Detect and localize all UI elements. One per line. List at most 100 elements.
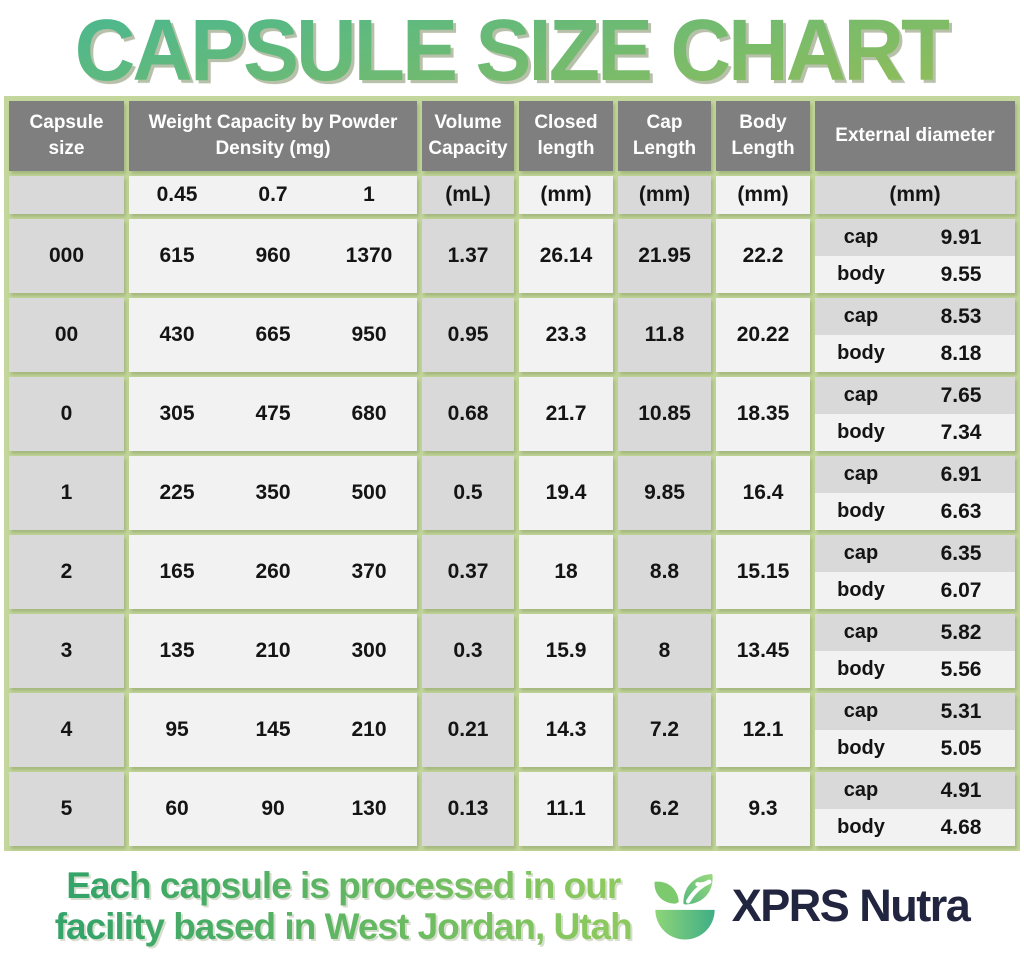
weight-1-value: 950 bbox=[351, 323, 387, 346]
closed-length-value: 18 bbox=[519, 535, 613, 609]
closed-length-value: 21.7 bbox=[519, 377, 613, 451]
capsule-size-value: 4 bbox=[9, 693, 124, 767]
external-cap-value: 4.91 bbox=[940, 778, 982, 802]
table-row: 00 430 665 950 0.95 23.3 11.8 20.22 cap … bbox=[9, 298, 1015, 372]
external-cap-value: 5.82 bbox=[940, 620, 982, 644]
external-cap-label: cap bbox=[843, 384, 879, 406]
weight-045-value: 305 bbox=[159, 402, 195, 425]
capsule-size-value: 2 bbox=[9, 535, 124, 609]
external-cap-row: cap 9.91 bbox=[815, 219, 1015, 256]
external-body-row: body 5.05 bbox=[815, 730, 1015, 767]
external-body-value: 5.56 bbox=[940, 657, 982, 681]
external-body-value: 6.07 bbox=[940, 578, 982, 602]
table-row: 0 305 475 680 0.68 21.7 10.85 18.35 cap … bbox=[9, 377, 1015, 451]
capsule-size-table: Capsule size Weight Capacity by Powder D… bbox=[4, 96, 1020, 851]
table-row: 1 225 350 500 0.5 19.4 9.85 16.4 cap 6.9… bbox=[9, 456, 1015, 530]
external-cap-label: cap bbox=[843, 779, 879, 801]
weight-1-value: 210 bbox=[351, 718, 387, 741]
external-diameter-cell: cap 6.35 body 6.07 bbox=[815, 535, 1015, 609]
external-body-row: body 9.55 bbox=[815, 256, 1015, 293]
external-body-label: body bbox=[837, 342, 885, 364]
brand-name: XPRS Nutra bbox=[731, 880, 971, 932]
weight-capacity-values: 430 665 950 bbox=[129, 298, 417, 372]
weight-045-value: 165 bbox=[159, 560, 195, 583]
weight-07-value: 145 bbox=[255, 718, 291, 741]
external-diameter-cell: cap 9.91 body 9.55 bbox=[815, 219, 1015, 293]
body-length-value: 22.2 bbox=[716, 219, 810, 293]
header-body-length: Body Length bbox=[716, 101, 810, 171]
header-volume-capacity: Volume Capacity bbox=[422, 101, 514, 171]
units-closed: (mm) bbox=[519, 176, 613, 214]
weight-045-value: 225 bbox=[159, 481, 195, 504]
external-diameter-cell: cap 5.31 body 5.05 bbox=[815, 693, 1015, 767]
closed-length-value: 11.1 bbox=[519, 772, 613, 846]
external-body-row: body 5.56 bbox=[815, 651, 1015, 688]
mortar-leaf-icon bbox=[654, 874, 715, 940]
cap-length-value: 10.85 bbox=[618, 377, 711, 451]
weight-07-value: 665 bbox=[255, 323, 291, 346]
volume-capacity-value: 0.37 bbox=[422, 535, 514, 609]
volume-capacity-value: 0.5 bbox=[422, 456, 514, 530]
body-length-value: 13.45 bbox=[716, 614, 810, 688]
units-empty-cell bbox=[9, 176, 124, 214]
external-cap-row: cap 5.82 bbox=[815, 614, 1015, 651]
table-row: 2 165 260 370 0.37 18 8.8 15.15 cap 6.35… bbox=[9, 535, 1015, 609]
external-cap-label: cap bbox=[843, 542, 879, 564]
footer-line-2: facility based in West Jordan, Utah bbox=[54, 906, 633, 948]
cap-length-value: 8 bbox=[618, 614, 711, 688]
weight-1-value: 370 bbox=[351, 560, 387, 583]
units-volume: (mL) bbox=[422, 176, 514, 214]
weight-07-value: 960 bbox=[255, 244, 291, 267]
closed-length-value: 23.3 bbox=[519, 298, 613, 372]
external-diameter-cell: cap 6.91 body 6.63 bbox=[815, 456, 1015, 530]
page-title: CAPSULE SIZE CHART bbox=[74, 1, 953, 99]
closed-length-value: 15.9 bbox=[519, 614, 613, 688]
header-closed-length: Closed length bbox=[519, 101, 613, 171]
density-1: 1 bbox=[363, 183, 375, 206]
cap-length-value: 21.95 bbox=[618, 219, 711, 293]
external-cap-value: 6.35 bbox=[940, 541, 982, 565]
external-cap-row: cap 6.91 bbox=[815, 456, 1015, 493]
external-body-value: 5.05 bbox=[940, 736, 982, 760]
weight-07-value: 90 bbox=[261, 797, 285, 820]
weight-045-value: 430 bbox=[159, 323, 195, 346]
cap-length-value: 8.8 bbox=[618, 535, 711, 609]
table-row: 5 60 90 130 0.13 11.1 6.2 9.3 cap 4.91 b… bbox=[9, 772, 1015, 846]
volume-capacity-value: 0.68 bbox=[422, 377, 514, 451]
external-cap-label: cap bbox=[843, 700, 879, 722]
capsule-size-value: 00 bbox=[9, 298, 124, 372]
external-body-row: body 8.18 bbox=[815, 335, 1015, 372]
capsule-size-value: 5 bbox=[9, 772, 124, 846]
table-units-row: 0.45 0.7 1 (mL) (mm) (mm) (mm) (mm) bbox=[9, 176, 1015, 214]
body-length-value: 9.3 bbox=[716, 772, 810, 846]
table-row: 000 615 960 1370 1.37 26.14 21.95 22.2 c… bbox=[9, 219, 1015, 293]
weight-capacity-values: 615 960 1370 bbox=[129, 219, 417, 293]
brand-logo: XPRS Nutra bbox=[646, 865, 971, 947]
weight-07-value: 210 bbox=[255, 639, 291, 662]
external-cap-row: cap 4.91 bbox=[815, 772, 1015, 809]
cap-length-value: 6.2 bbox=[618, 772, 711, 846]
external-body-value: 6.63 bbox=[940, 499, 982, 523]
external-body-label: body bbox=[837, 579, 885, 601]
external-cap-row: cap 6.35 bbox=[815, 535, 1015, 572]
body-length-value: 12.1 bbox=[716, 693, 810, 767]
weight-capacity-values: 165 260 370 bbox=[129, 535, 417, 609]
external-cap-label: cap bbox=[843, 621, 879, 643]
capsule-size-value: 1 bbox=[9, 456, 124, 530]
weight-1-value: 680 bbox=[351, 402, 387, 425]
external-body-row: body 6.07 bbox=[815, 572, 1015, 609]
cap-length-value: 11.8 bbox=[618, 298, 711, 372]
external-cap-value: 7.65 bbox=[940, 383, 982, 407]
density-045: 0.45 bbox=[156, 183, 198, 206]
external-cap-label: cap bbox=[843, 226, 879, 248]
weight-045-value: 615 bbox=[159, 244, 195, 267]
weight-1-value: 300 bbox=[351, 639, 387, 662]
header-capsule-size: Capsule size bbox=[9, 101, 124, 171]
external-cap-row: cap 7.65 bbox=[815, 377, 1015, 414]
weight-07-value: 260 bbox=[255, 560, 291, 583]
weight-capacity-values: 95 145 210 bbox=[129, 693, 417, 767]
volume-capacity-value: 1.37 bbox=[422, 219, 514, 293]
external-diameter-cell: cap 7.65 body 7.34 bbox=[815, 377, 1015, 451]
units-density-cell: 0.45 0.7 1 bbox=[129, 176, 417, 214]
weight-capacity-values: 305 475 680 bbox=[129, 377, 417, 451]
